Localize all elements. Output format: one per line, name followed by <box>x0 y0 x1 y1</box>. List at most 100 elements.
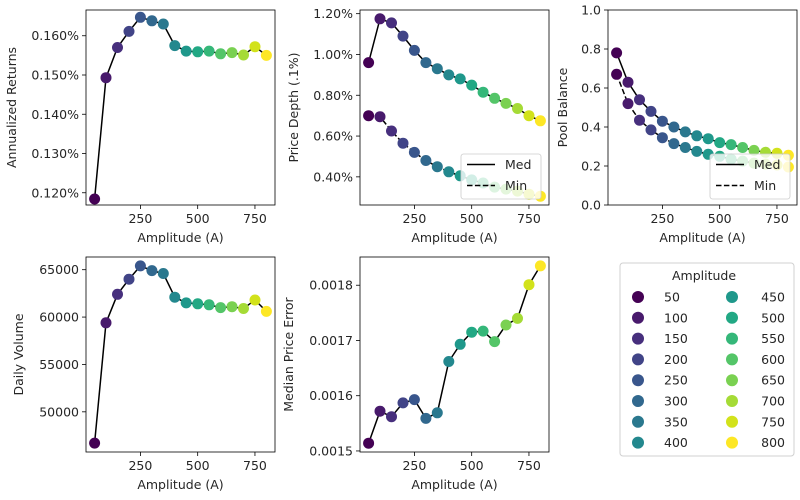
data-point <box>226 47 238 59</box>
data-point <box>363 110 375 122</box>
amplitude-legend-label: 250 <box>664 373 688 388</box>
x-tick-label: 250 <box>128 458 152 473</box>
data-point <box>226 301 238 313</box>
x-tick-label: 750 <box>765 211 789 226</box>
data-point <box>134 11 146 23</box>
data-point <box>146 15 158 27</box>
amplitude-legend-marker <box>632 311 644 324</box>
data-point <box>611 47 623 59</box>
series-line-returns <box>93 16 267 200</box>
y-tick-label: 0.2 <box>581 159 601 174</box>
x-axis-label: Amplitude (A) <box>137 230 223 245</box>
x-tick-label: 250 <box>402 211 426 226</box>
y-tick-label: 0.120% <box>31 185 79 200</box>
x-axis-label: Amplitude (A) <box>411 230 497 245</box>
amplitude-legend-marker <box>632 395 644 407</box>
data-point <box>203 299 215 311</box>
data-point <box>123 25 135 37</box>
amplitude-legend-marker <box>632 436 644 449</box>
legend-label-med: Med <box>754 157 780 172</box>
data-point <box>89 193 101 205</box>
data-point <box>420 57 432 69</box>
amplitude-legend-label: 600 <box>761 352 785 367</box>
data-point <box>443 166 455 178</box>
x-tick-label: 500 <box>460 211 484 226</box>
data-point <box>656 132 668 144</box>
y-tick-label: 1.00% <box>313 47 353 62</box>
data-point <box>420 412 432 424</box>
data-point <box>477 325 489 337</box>
series-line-med <box>615 52 789 157</box>
x-tick-label: 500 <box>186 211 210 226</box>
y-tick-label: 1.0 <box>581 3 601 18</box>
y-tick-label: 0.4 <box>581 120 601 135</box>
data-point <box>169 40 181 52</box>
amplitude-legend-label: 700 <box>761 394 785 409</box>
data-point <box>645 124 657 136</box>
amplitude-legend-label: 500 <box>761 310 785 325</box>
data-point <box>679 126 691 138</box>
amplitude-legend-marker <box>726 291 738 303</box>
data-point <box>431 63 443 75</box>
data-point <box>454 338 466 350</box>
data-point <box>466 326 478 338</box>
legend-label-min: Min <box>505 178 527 193</box>
data-point <box>397 137 409 149</box>
y-tick-label: 0.130% <box>31 146 79 161</box>
data-point <box>645 105 657 117</box>
data-point <box>622 76 634 88</box>
data-point <box>622 98 634 110</box>
panel-annualized-returns: 250 500 750 0.120% 0.130% 0.140% 0.150% 0.160% A… <box>4 9 276 245</box>
data-point <box>249 294 261 306</box>
y-tick-label: 50000 <box>39 404 79 419</box>
x-tick-label: 250 <box>650 211 674 226</box>
amplitude-legend-marker <box>726 395 738 407</box>
x-tick-label: 750 <box>517 458 541 473</box>
data-point <box>443 69 455 81</box>
data-point <box>180 45 192 57</box>
amplitude-legend-label: 200 <box>664 352 688 367</box>
data-point <box>611 68 623 80</box>
series-legend: Med Min <box>709 153 791 200</box>
data-point <box>534 260 546 272</box>
data-point <box>157 268 169 279</box>
data-point <box>363 57 375 69</box>
amplitude-legend: Amplitude 50 100 150 200 250 300 350 400 450 500 5… <box>619 262 795 457</box>
x-tick-label: 750 <box>243 211 267 226</box>
data-point <box>100 317 112 329</box>
data-point <box>634 94 645 106</box>
data-point <box>500 319 512 331</box>
amplitude-legend-label: 750 <box>761 414 785 429</box>
amplitude-legend-marker <box>726 332 738 345</box>
data-point <box>386 125 397 137</box>
series-line-volume <box>93 265 267 444</box>
x-tick-label: 750 <box>243 458 267 473</box>
data-point <box>748 144 760 156</box>
data-point <box>443 356 455 367</box>
panel-price-depth: 250 500 750 0.40% 0.60% 0.80% 1.00% 1.20% Amplit… <box>286 6 550 245</box>
amplitude-legend-label: 800 <box>761 435 785 450</box>
amplitude-legend-marker <box>632 332 644 345</box>
amplitude-legend-marker <box>632 415 644 428</box>
data-point <box>431 161 443 173</box>
x-tick-label: 250 <box>128 211 152 226</box>
y-axis-label: Annualized Returns <box>4 47 19 168</box>
data-point <box>691 130 703 142</box>
data-point <box>215 302 227 314</box>
amplitude-legend-label: 300 <box>664 394 688 409</box>
x-tick-label: 500 <box>186 458 210 473</box>
amplitude-legend-marker <box>632 374 644 387</box>
amplitude-legend-marker <box>726 311 738 324</box>
data-point <box>431 407 443 419</box>
data-point <box>260 305 272 317</box>
data-point <box>397 30 409 42</box>
amplitude-legend-marker <box>632 291 644 303</box>
data-point <box>668 121 680 133</box>
data-point <box>512 103 523 114</box>
x-axis-label: Amplitude (A) <box>137 477 223 492</box>
data-point <box>512 312 523 324</box>
data-point <box>420 155 432 166</box>
amplitude-legend-label: 50 <box>664 290 680 305</box>
data-point <box>238 49 249 61</box>
data-point <box>725 139 737 151</box>
